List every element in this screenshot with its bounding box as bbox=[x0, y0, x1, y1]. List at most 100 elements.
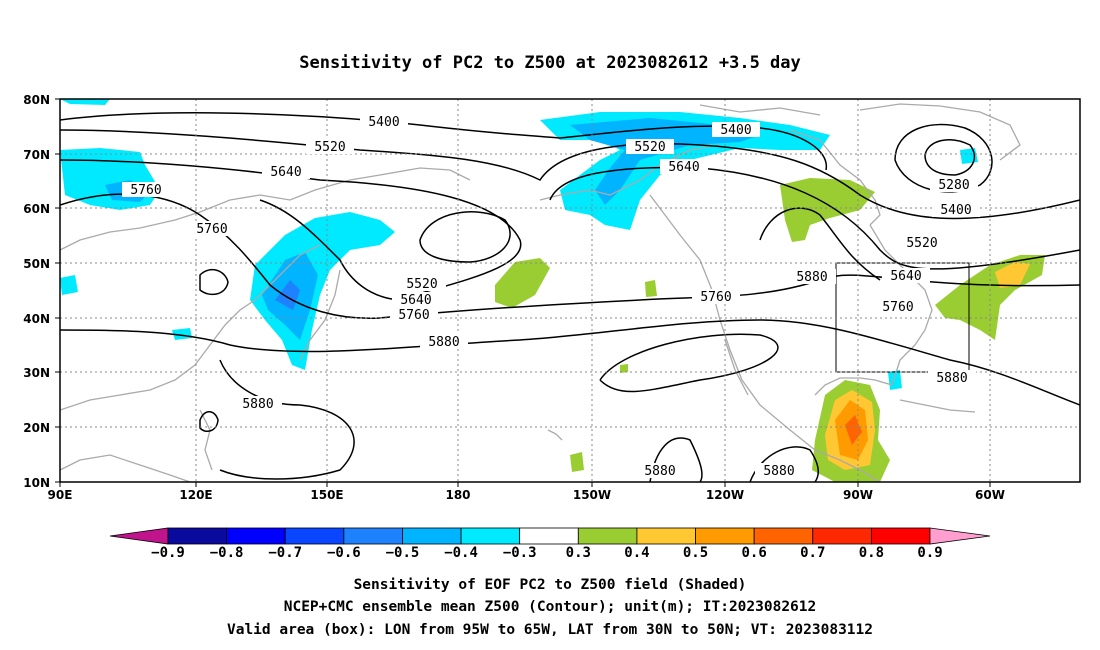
svg-text:5520: 5520 bbox=[406, 277, 437, 292]
svg-text:5520: 5520 bbox=[906, 236, 937, 251]
pos-small-3 bbox=[620, 364, 628, 373]
neg-small-3 bbox=[960, 148, 978, 164]
contour-low-west bbox=[199, 268, 229, 296]
colorbar-box bbox=[870, 527, 931, 545]
label-5640d: 5640 bbox=[392, 292, 440, 308]
label-5520a: 5520 bbox=[306, 139, 354, 155]
contour-5760 bbox=[60, 193, 1080, 319]
colorbar-label: 0.3 bbox=[566, 545, 591, 561]
svg-text:5640: 5640 bbox=[668, 160, 699, 175]
contour-high-ph bbox=[199, 411, 219, 433]
svg-text:5760: 5760 bbox=[700, 290, 731, 305]
label-5880c: 5880 bbox=[788, 269, 836, 285]
colorbar-box bbox=[226, 527, 286, 545]
svg-text:5760: 5760 bbox=[196, 222, 227, 237]
lat-lon-grid bbox=[60, 99, 1080, 482]
contour-labels: 5400 5400 5400 5280 5520 5520 5520 5520 … bbox=[122, 114, 980, 479]
lon-axis-labels: 90E 120E 150E 180 150W 120W 90W 60W bbox=[48, 488, 1005, 502]
svg-text:5280: 5280 bbox=[938, 178, 969, 193]
colorbar-box bbox=[402, 527, 462, 545]
lon-tick-150e: 150E bbox=[310, 488, 343, 502]
colorbar-label: −0.9 bbox=[151, 545, 185, 561]
contour-closed-ne bbox=[894, 123, 993, 193]
colorbar: −0.9 −0.8 −0.7 −0.6 −0.5 −0.4 −0.3 0.3 0.4 0.5 0.6… bbox=[109, 527, 991, 561]
colorbar-label: −0.5 bbox=[386, 545, 420, 561]
colorbar-box bbox=[812, 527, 872, 545]
label-5880e: 5880 bbox=[636, 463, 684, 479]
contour-5640-east bbox=[549, 166, 1080, 270]
svg-text:5400: 5400 bbox=[720, 123, 751, 138]
colorbar-box bbox=[343, 527, 403, 545]
colorbar-box bbox=[577, 527, 638, 545]
coast-hawaii bbox=[547, 429, 563, 441]
contour-closed-ne-inner bbox=[924, 139, 976, 176]
coast-arctic-isles bbox=[699, 104, 821, 116]
plot-frame bbox=[59, 98, 1081, 483]
pos-hot-mexico bbox=[845, 415, 862, 445]
svg-text:5400: 5400 bbox=[368, 115, 399, 130]
label-5880d: 5880 bbox=[928, 370, 976, 386]
lon-tick-150w: 150W bbox=[573, 488, 611, 502]
colorbar-label: −0.4 bbox=[444, 545, 478, 561]
label-5760c: 5760 bbox=[390, 307, 438, 323]
colorbar-label: −0.3 bbox=[503, 545, 537, 561]
label-5880a: 5880 bbox=[420, 334, 468, 350]
tick-marks bbox=[55, 98, 991, 487]
colorbar-label: 0.6 bbox=[742, 545, 767, 561]
pos-small-2 bbox=[570, 452, 584, 472]
colorbar-label: 0.7 bbox=[800, 545, 825, 561]
label-5640b: 5640 bbox=[660, 159, 708, 175]
colorbar-box bbox=[167, 527, 228, 545]
svg-text:5880: 5880 bbox=[644, 464, 675, 479]
coast-asia-north bbox=[60, 167, 471, 251]
colorbar-box bbox=[284, 527, 345, 545]
colorbar-label: −0.7 bbox=[268, 545, 302, 561]
caption-line-1: Sensitivity of EOF PC2 to Z500 field (Sh… bbox=[354, 577, 747, 593]
lon-tick-90w: 90W bbox=[843, 488, 873, 502]
label-5400c: 5400 bbox=[932, 202, 980, 218]
label-5400a: 5400 bbox=[360, 114, 408, 130]
label-5760b: 5760 bbox=[188, 221, 236, 237]
coast-greenland bbox=[859, 103, 1021, 161]
neg-core-korea-2 bbox=[275, 280, 300, 310]
contour-5880 bbox=[60, 319, 1080, 406]
neg-small-1 bbox=[60, 275, 78, 295]
label-5880b: 5880 bbox=[234, 396, 282, 412]
lon-tick-90e: 90E bbox=[48, 488, 73, 502]
coast-alaska bbox=[539, 144, 721, 201]
colorbar-high-end bbox=[929, 527, 991, 545]
coast-japan bbox=[299, 269, 341, 361]
pos-core-atlantic bbox=[995, 262, 1030, 288]
label-5520d: 5520 bbox=[398, 276, 446, 292]
neg-small-4 bbox=[888, 370, 902, 390]
sensitivity-shading bbox=[60, 99, 1045, 482]
svg-text:5520: 5520 bbox=[634, 140, 665, 155]
colorbar-box bbox=[519, 527, 579, 545]
colorbar-label: 0.5 bbox=[683, 545, 708, 561]
label-5760a: 5760 bbox=[122, 182, 170, 198]
svg-text:5520: 5520 bbox=[314, 140, 345, 155]
svg-text:5880: 5880 bbox=[242, 397, 273, 412]
colorbar-label: 0.9 bbox=[917, 545, 942, 561]
label-5520c: 5520 bbox=[898, 235, 946, 251]
label-5520b: 5520 bbox=[626, 139, 674, 155]
caption-line-2: NCEP+CMC ensemble mean Z500 (Contour); u… bbox=[284, 599, 817, 615]
figure-title: Sensitivity of PC2 to Z500 at 2023082612… bbox=[299, 53, 801, 73]
svg-text:5880: 5880 bbox=[428, 335, 459, 350]
pos-region-canada bbox=[780, 178, 875, 242]
coast-philippines bbox=[199, 409, 213, 471]
colorbar-box bbox=[636, 527, 696, 545]
colorbar-label: 0.4 bbox=[624, 545, 649, 561]
contour-5880-low bbox=[599, 333, 779, 393]
svg-text:5640: 5640 bbox=[890, 269, 921, 284]
label-5640a: 5640 bbox=[262, 164, 310, 180]
pos-region-pacific bbox=[495, 258, 550, 308]
coast-na-west bbox=[649, 194, 816, 451]
caption-line-3: Valid area (box): LON from 95W to 65W, L… bbox=[227, 622, 873, 638]
label-5760e: 5760 bbox=[874, 299, 922, 315]
lon-tick-180: 180 bbox=[445, 488, 470, 502]
coast-baja bbox=[724, 339, 749, 396]
colorbar-label: 0.8 bbox=[859, 545, 884, 561]
colorbar-low-end bbox=[109, 527, 169, 545]
lat-tick-80n: 80N bbox=[23, 93, 50, 107]
